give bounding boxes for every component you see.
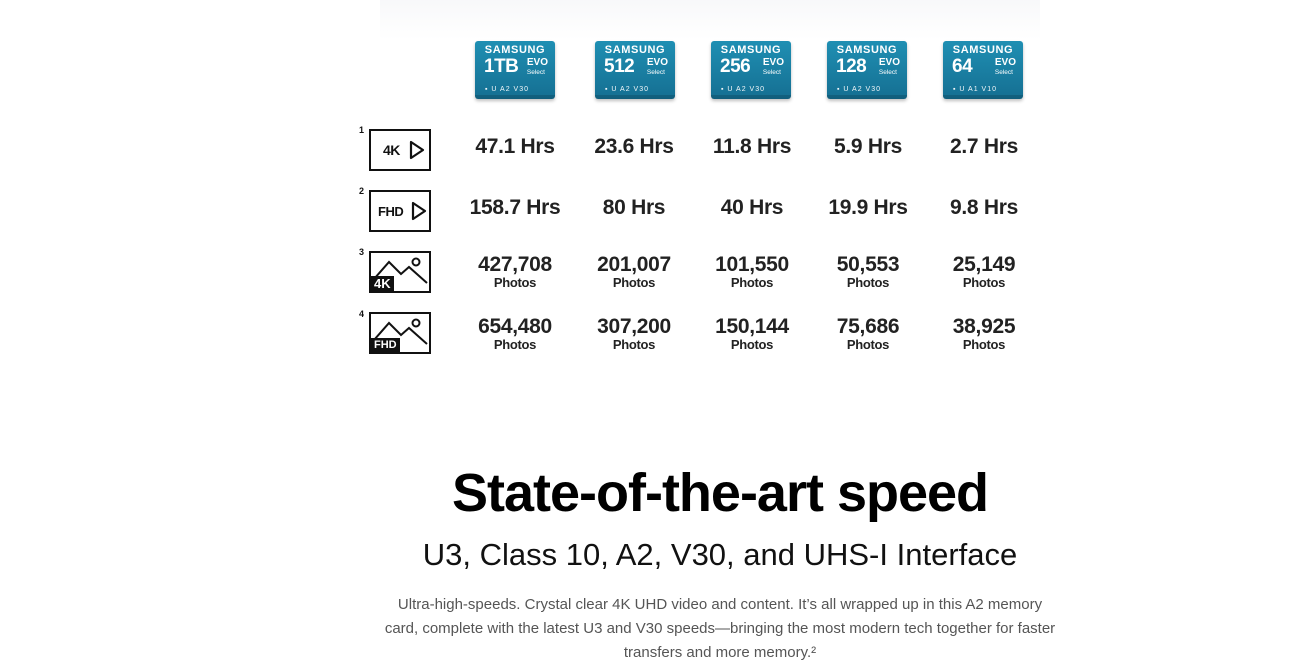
card-marks: ▪ U A2 V30 <box>837 86 882 93</box>
card-1tb: SAMSUNG 1TB EVO Select ▪ U A2 V30 <box>475 41 555 99</box>
photo-4k-icon: 4K <box>369 251 431 293</box>
value-cell: 23.6 Hrs <box>594 135 674 158</box>
value-cell: 654,480 Photos <box>478 315 552 352</box>
card-brand: SAMSUNG <box>952 44 1014 56</box>
card-marks: ▪ U A2 V30 <box>485 86 530 93</box>
value-cell: 40 Hrs <box>720 196 784 219</box>
value-cell: 5.9 Hrs <box>834 135 902 158</box>
play-icon <box>411 201 427 221</box>
card-brand: SAMSUNG <box>720 44 782 56</box>
value-cell: 158.7 Hrs <box>469 196 561 219</box>
footnote-marker: 3 <box>359 247 365 257</box>
video-4k-icon: 4K <box>369 129 431 171</box>
card-series: EVO Select <box>762 57 784 77</box>
footnote-marker: 1 <box>359 125 365 135</box>
card-capacity: 256 <box>720 56 751 77</box>
top-fade <box>380 0 1040 40</box>
card-marks: ▪ U A2 V30 <box>721 86 766 93</box>
card-brand: SAMSUNG <box>484 44 546 56</box>
card-series: EVO Select <box>994 57 1016 77</box>
card-brand: SAMSUNG <box>604 44 666 56</box>
card-256gb: SAMSUNG 256 EVO Select ▪ U A2 V30 <box>711 41 791 99</box>
section-subtitle: U3, Class 10, A2, V30, and UHS-I Interfa… <box>422 537 1018 572</box>
card-128gb: SAMSUNG 128 EVO Select ▪ U A2 V30 <box>827 41 907 99</box>
card-brand: SAMSUNG <box>836 44 898 56</box>
play-icon <box>409 140 425 160</box>
footnote-marker: 4 <box>359 309 365 319</box>
value-cell: 2.7 Hrs <box>950 135 1018 158</box>
value-cell: 150,144 Photos <box>715 315 789 352</box>
card-capacity: 1TB <box>484 56 519 77</box>
section-title-wrap: State-of-the-art speed <box>400 462 1040 524</box>
card-capacity: 128 <box>836 56 867 77</box>
section-title: State-of-the-art speed <box>451 463 989 523</box>
value-cell: 427,708 Photos <box>478 253 552 290</box>
value-cell: 201,007 Photos <box>597 253 671 290</box>
card-marks: ▪ U A2 V30 <box>605 86 650 93</box>
card-edge <box>595 95 675 99</box>
value-cell: 307,200 Photos <box>597 315 671 352</box>
card-series: EVO Select <box>646 57 668 77</box>
value-cell: 80 Hrs <box>602 196 666 219</box>
photo-fhd-icon: FHD <box>369 312 431 354</box>
card-edge <box>827 95 907 99</box>
card-edge <box>475 95 555 99</box>
value-cell: 25,149 Photos <box>952 253 1016 290</box>
section-description: Ultra-high-speeds. Crystal clear 4K UHD … <box>384 596 1056 661</box>
value-cell: 75,686 Photos <box>836 315 900 352</box>
card-edge <box>711 95 791 99</box>
landscape-icon <box>373 318 428 345</box>
value-cell: 101,550 Photos <box>715 253 789 290</box>
card-series: EVO Select <box>878 57 900 77</box>
value-cell: 38,925 Photos <box>952 315 1016 352</box>
value-cell: 19.9 Hrs <box>828 196 908 219</box>
value-cell: 50,553 Photos <box>836 253 900 290</box>
landscape-icon <box>373 257 428 284</box>
card-64gb: SAMSUNG 64 EVO Select ▪ U A1 V10 <box>943 41 1023 99</box>
card-marks: ▪ U A1 V10 <box>953 86 998 93</box>
card-capacity: 512 <box>604 56 635 77</box>
value-cell: 9.8 Hrs <box>950 196 1018 219</box>
value-cell: 11.8 Hrs <box>712 135 792 158</box>
video-fhd-icon: FHD <box>369 190 431 232</box>
card-series: EVO Select <box>526 57 548 77</box>
card-512gb: SAMSUNG 512 EVO Select ▪ U A2 V30 <box>595 41 675 99</box>
value-cell: 47.1 Hrs <box>475 135 555 158</box>
card-capacity: 64 <box>952 56 973 77</box>
card-edge <box>943 95 1023 99</box>
footnote-marker: 2 <box>359 186 365 196</box>
